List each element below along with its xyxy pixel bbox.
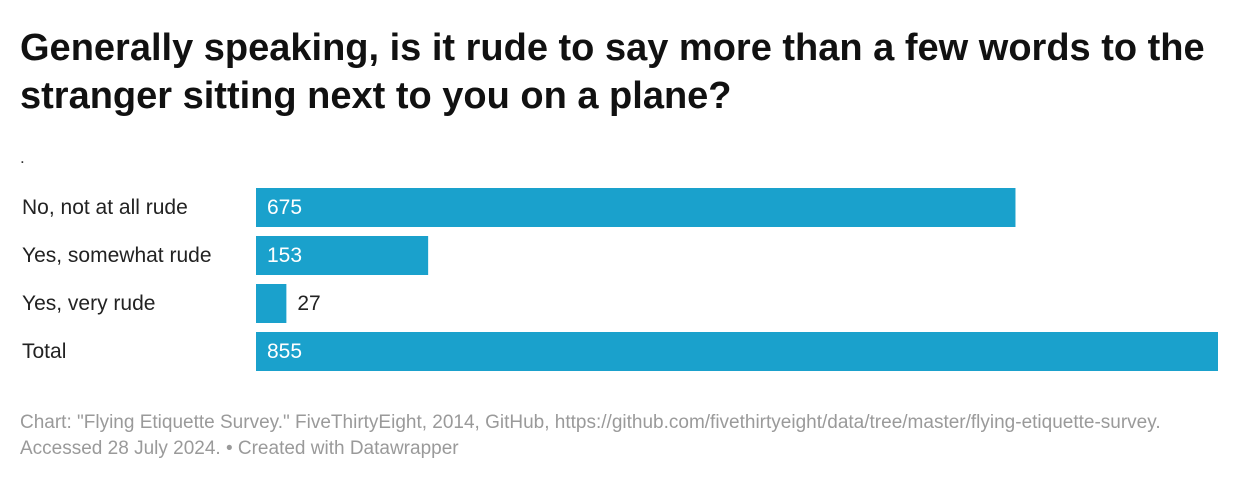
category-label: No, not at all rude [22, 196, 188, 219]
value-label: 855 [267, 340, 302, 363]
value-label: 27 [297, 292, 320, 315]
bar [256, 188, 1016, 227]
chart-title: Generally speaking, is it rude to say mo… [20, 27, 1205, 117]
category-label: Yes, very rude [22, 292, 155, 315]
chart-source-footer: Chart: "Flying Etiquette Survey." FiveTh… [20, 412, 1161, 459]
value-label: 675 [267, 196, 302, 219]
bar [256, 236, 429, 275]
chart-subtitle: . [20, 148, 25, 167]
category-label: Total [22, 340, 66, 363]
category-label: Yes, somewhat rude [22, 244, 212, 267]
value-label: 153 [267, 244, 302, 267]
bar [256, 332, 1218, 371]
bar [256, 284, 287, 323]
